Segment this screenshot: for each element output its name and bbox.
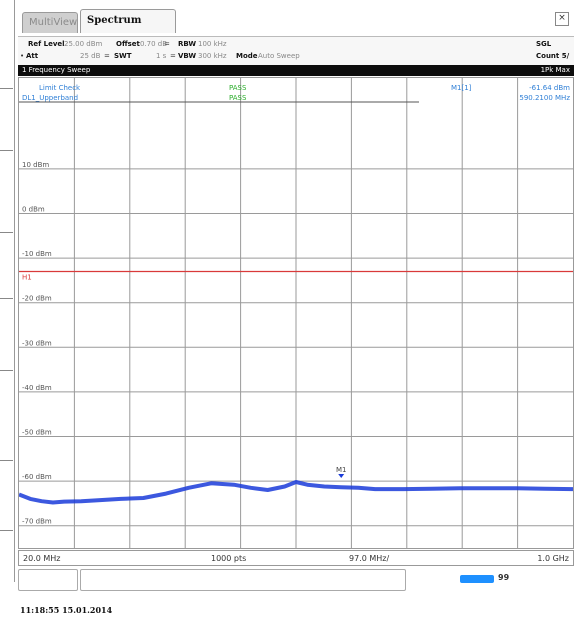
- count-label: Count 5/: [536, 52, 570, 60]
- side-divider: [0, 530, 13, 531]
- tab-spectrum[interactable]: Spectrum: [80, 9, 176, 33]
- close-icon[interactable]: ×: [555, 12, 569, 26]
- ref-level-label: Ref Level: [28, 40, 65, 48]
- status-bar: 99: [18, 569, 574, 591]
- mode-label: Mode: [236, 52, 258, 60]
- sweep-title-bar: 1 Frequency Sweep 1Pk Max: [18, 65, 574, 76]
- spectrum-chart-svg: 10 dBm 0 dBm -10 dBm -20 dBm -30 dBm -40 dBm -…: [19, 78, 573, 548]
- limit-line-status: PASS: [229, 94, 247, 102]
- marker-m1-label: M1: [336, 466, 347, 474]
- limit-line-name: DL1_Upperband: [22, 94, 78, 102]
- y-tick-label: -60 dBm: [22, 473, 52, 481]
- att-label: Att: [26, 52, 39, 60]
- frequency-span: 97.0 MHz/: [349, 554, 390, 563]
- side-divider: [0, 370, 13, 371]
- limit-check-label: Limit Check: [39, 84, 81, 92]
- side-divider: [0, 150, 13, 151]
- offset-value: 0.70 dB: [140, 40, 168, 48]
- sweep-title: 1 Frequency Sweep: [22, 66, 91, 74]
- tab-multiview[interactable]: MultiView: [22, 12, 78, 33]
- y-tick-label: -40 dBm: [22, 384, 52, 392]
- y-tick-label: -30 dBm: [22, 339, 52, 347]
- marker-value: -61.64 dBm: [529, 84, 570, 92]
- start-frequency: 20.0 MHz: [23, 554, 61, 563]
- frequency-axis-bar: 20.0 MHz 1000 pts 97.0 MHz/ 1.0 GHz: [18, 550, 574, 566]
- side-divider: [0, 88, 13, 89]
- side-divider: [0, 298, 13, 299]
- att-value: 25 dB: [80, 52, 101, 60]
- limit-check-status: PASS: [229, 84, 247, 92]
- y-tick-label: -50 dBm: [22, 429, 52, 437]
- sweep-points: 1000 pts: [211, 554, 247, 563]
- status-indicator-label: 99: [498, 573, 510, 582]
- limit-line-label: H1: [22, 273, 32, 281]
- marker-m1: [338, 473, 345, 478]
- y-tick-label: -70 dBm: [22, 518, 52, 526]
- measuring-indicator: [460, 575, 494, 583]
- left-side-panel: [0, 0, 15, 582]
- offset-label: Offset: [116, 40, 140, 48]
- status-field-left: [18, 569, 78, 591]
- mode-value: Auto Sweep: [258, 52, 300, 60]
- ref-level-value: 25.00 dBm: [64, 40, 103, 48]
- trace-line: [19, 480, 573, 505]
- side-divider: [0, 460, 13, 461]
- stop-frequency: 1.0 GHz: [537, 554, 569, 563]
- trace-mode-label: 1Pk Max: [540, 66, 570, 74]
- rbw-value: 100 kHz: [198, 40, 227, 48]
- y-tick-label: 0 dBm: [22, 206, 45, 214]
- side-divider: [0, 232, 13, 233]
- vbw-value: 300 kHz: [198, 52, 227, 60]
- y-tick-label: -20 dBm: [22, 295, 52, 303]
- vbw-label: VBW: [178, 52, 197, 60]
- timestamp: 11:18:55 15.01.2014: [20, 605, 113, 615]
- rbw-label: RBW: [178, 40, 197, 48]
- status-message-field: [80, 569, 406, 591]
- y-tick-label: -10 dBm: [22, 250, 52, 258]
- swt-label: SWT: [114, 52, 132, 60]
- measurement-settings: Ref Level 25.00 dBm Offset 0.70 dB = RBW…: [18, 36, 574, 65]
- spectrum-plot[interactable]: 10 dBm 0 dBm -10 dBm -20 dBm -30 dBm -40 dBm -…: [18, 77, 574, 549]
- marker-frequency: 590.2100 MHz: [519, 94, 570, 102]
- y-tick-label: 10 dBm: [22, 161, 49, 169]
- sgl-label: SGL: [536, 40, 552, 48]
- swt-value: 1 s: [156, 52, 167, 60]
- marker-name: M1[1]: [451, 84, 472, 92]
